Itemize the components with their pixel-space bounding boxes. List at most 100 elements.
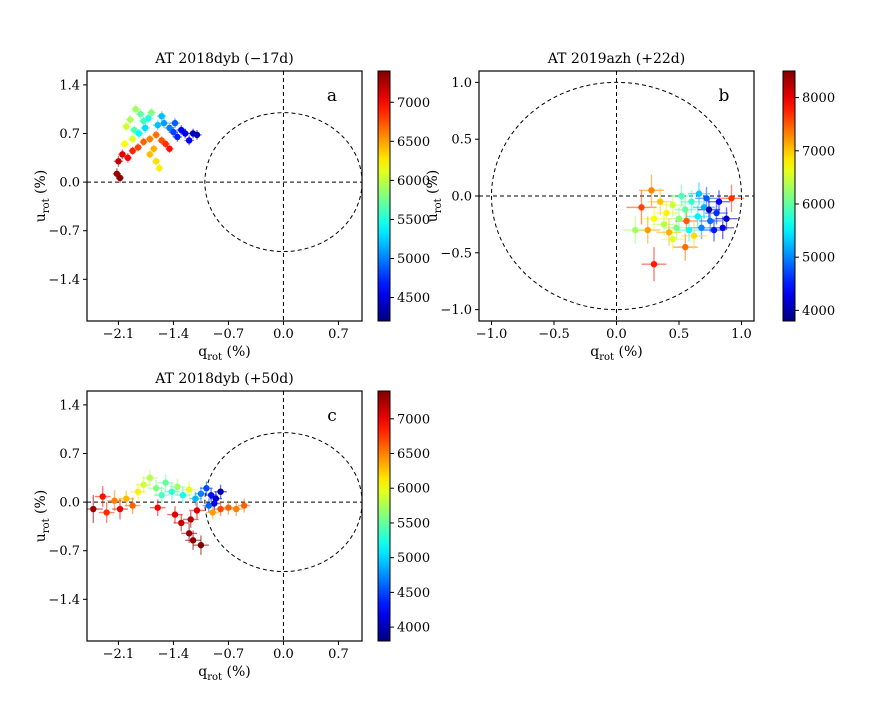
data-point bbox=[665, 229, 673, 236]
data-point bbox=[189, 537, 197, 544]
data-point bbox=[123, 123, 130, 130]
colorbar-tick-label: 5000 bbox=[397, 252, 430, 267]
data-point bbox=[154, 504, 161, 511]
panel-b: −1.0 −0.5 0.0 0.5 1.0 −1.0 −0.5 0.0 0.5 1.0 AT 201… bbox=[425, 51, 835, 363]
data-point bbox=[694, 213, 701, 220]
data-point bbox=[146, 135, 154, 143]
data-point bbox=[707, 217, 714, 225]
y-axis-label: urot (%) bbox=[33, 170, 52, 223]
data-point bbox=[233, 505, 240, 513]
x-tick-label: −2.1 bbox=[103, 327, 135, 342]
y-tick-label: 0.5 bbox=[451, 133, 472, 148]
data-point bbox=[130, 126, 138, 134]
data-point bbox=[121, 140, 128, 148]
data-point bbox=[193, 507, 201, 514]
data-point bbox=[134, 144, 142, 151]
x-tick-label: 0.0 bbox=[606, 327, 627, 342]
data-point bbox=[111, 497, 118, 504]
colorbar-tick-label: 4000 bbox=[802, 304, 835, 319]
x-axis-label: qrot (%) bbox=[590, 344, 642, 363]
colorbar bbox=[377, 390, 391, 642]
colorbar-tick-label: 7000 bbox=[802, 144, 835, 159]
y-tick-label: 1.4 bbox=[59, 78, 80, 93]
data-point bbox=[116, 505, 124, 513]
data-point bbox=[217, 488, 224, 495]
data-point bbox=[715, 198, 723, 205]
x-tick-label: 0.7 bbox=[328, 647, 349, 662]
data-point bbox=[203, 485, 210, 492]
colorbar-tick-label: 5000 bbox=[802, 251, 835, 266]
data-point bbox=[141, 124, 149, 132]
data-point bbox=[124, 154, 132, 162]
data-point bbox=[710, 226, 718, 234]
data-point bbox=[123, 495, 130, 502]
data-point bbox=[146, 151, 154, 158]
data-point bbox=[698, 224, 705, 232]
y-tick-label: −1.4 bbox=[48, 273, 80, 288]
data-point bbox=[160, 119, 168, 127]
panel-letter: a bbox=[327, 86, 337, 106]
axes-frame bbox=[86, 390, 363, 642]
data-point bbox=[209, 509, 216, 516]
data-point bbox=[657, 198, 664, 205]
data-point bbox=[170, 128, 177, 136]
data-point bbox=[174, 133, 181, 141]
data-point bbox=[187, 516, 194, 523]
data-point bbox=[211, 500, 218, 507]
x-axis-label: qrot (%) bbox=[198, 664, 250, 683]
colorbar-tick-label: 7000 bbox=[397, 96, 430, 111]
data-point bbox=[685, 226, 693, 234]
data-point bbox=[162, 140, 169, 148]
data-point bbox=[178, 519, 185, 527]
data-point bbox=[140, 138, 147, 146]
data-point bbox=[148, 109, 155, 116]
data-point bbox=[171, 119, 179, 127]
x-tick-label: 0.5 bbox=[669, 327, 690, 342]
data-point bbox=[140, 481, 147, 488]
x-tick-label: −2.1 bbox=[103, 647, 135, 662]
x-tick-label: 0.0 bbox=[273, 327, 294, 342]
data-point bbox=[648, 187, 655, 194]
data-point bbox=[127, 116, 134, 123]
colorbar-tick-label: 8000 bbox=[802, 91, 835, 106]
panel-title: AT 2018dyb (−17d) bbox=[154, 51, 293, 67]
x-tick-label: 0.7 bbox=[328, 327, 349, 342]
data-point bbox=[673, 224, 680, 232]
y-tick-label: 1.0 bbox=[451, 76, 472, 91]
colorbar bbox=[782, 70, 796, 322]
y-axis-label: urot (%) bbox=[33, 490, 52, 543]
y-tick-label: 1.4 bbox=[59, 398, 80, 413]
data-point bbox=[688, 198, 695, 205]
data-point bbox=[192, 495, 199, 502]
data-point bbox=[728, 195, 735, 202]
x-tick-label: −1.0 bbox=[476, 327, 508, 342]
colorbar-tick-label: 6000 bbox=[397, 482, 430, 497]
data-point bbox=[145, 115, 152, 122]
data-point bbox=[632, 226, 639, 234]
plot-area bbox=[87, 71, 362, 321]
colorbar-tick-label: 7000 bbox=[397, 412, 430, 427]
data-point bbox=[713, 209, 720, 217]
data-point bbox=[669, 235, 676, 243]
data-point bbox=[103, 509, 110, 516]
data-point bbox=[119, 151, 126, 158]
data-point bbox=[150, 145, 157, 152]
data-point bbox=[90, 505, 97, 513]
y-tick-label: −1.4 bbox=[48, 593, 80, 608]
y-tick-label: −0.7 bbox=[48, 544, 80, 559]
data-point bbox=[185, 530, 193, 537]
data-point bbox=[174, 483, 181, 491]
data-point bbox=[146, 474, 154, 482]
data-point bbox=[207, 491, 215, 499]
colorbar-tick-label: 5000 bbox=[397, 551, 430, 566]
data-point bbox=[682, 243, 689, 251]
data-point bbox=[168, 488, 176, 495]
data-point bbox=[171, 511, 179, 518]
data-point bbox=[669, 201, 676, 209]
data-point bbox=[129, 147, 136, 155]
colorbar bbox=[377, 70, 391, 322]
panel-title: AT 2019azh (+22d) bbox=[547, 51, 685, 67]
data-point bbox=[705, 206, 713, 213]
data-point bbox=[690, 232, 698, 239]
